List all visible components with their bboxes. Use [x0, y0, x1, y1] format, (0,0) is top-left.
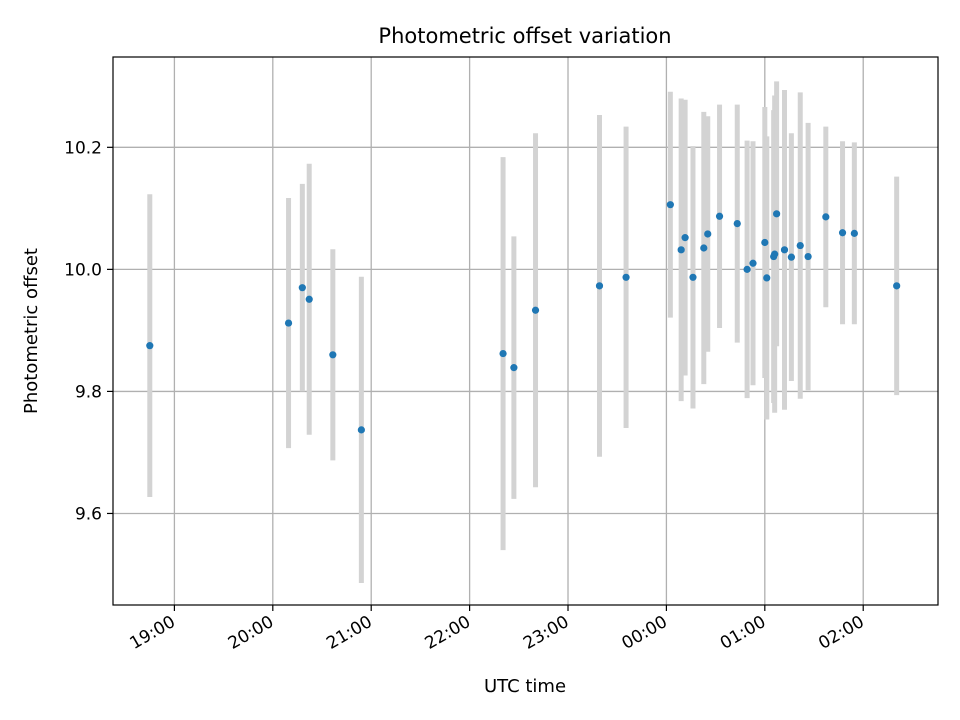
data-point — [893, 282, 901, 290]
data-point — [357, 426, 365, 434]
data-point — [771, 250, 779, 258]
y-axis-label: Photometric offset — [21, 248, 42, 414]
data-point — [733, 219, 741, 228]
data-point — [666, 201, 674, 209]
data-point — [284, 319, 293, 327]
plot-frame — [112, 56, 939, 606]
y-tick-label: 9.6 — [75, 504, 102, 524]
data-point — [298, 284, 306, 292]
data-point — [715, 212, 724, 220]
data-point — [510, 364, 518, 372]
data-point — [700, 244, 708, 252]
data-point — [704, 230, 712, 238]
data-point — [796, 241, 804, 250]
data-point — [329, 351, 337, 359]
data-point — [531, 306, 540, 314]
data-point — [763, 274, 771, 282]
data-point — [146, 342, 154, 350]
y-tick-label: 10.2 — [64, 138, 102, 158]
y-tick-label: 10.0 — [64, 260, 102, 280]
data-point — [749, 259, 757, 267]
data-point — [622, 273, 630, 281]
data-point — [838, 229, 847, 237]
data-point — [677, 246, 685, 254]
data-point — [804, 252, 812, 261]
data-point — [773, 210, 781, 218]
data-point — [787, 253, 795, 261]
data-point — [850, 229, 858, 237]
data-points — [146, 201, 901, 434]
data-point — [499, 349, 507, 358]
chart-title: Photometric offset variation — [378, 24, 671, 48]
y-tick-label: 9.8 — [75, 382, 102, 402]
x-axis-label: UTC time — [484, 676, 566, 697]
data-point — [595, 282, 604, 290]
data-point — [761, 238, 769, 247]
data-point — [681, 234, 689, 242]
data-point — [305, 295, 313, 303]
axis-ticks: 19:00 20:00 21:00 22:00 23:00 00:00 01:00 02:00… — [64, 138, 868, 654]
data-point — [822, 213, 830, 221]
data-point — [743, 265, 751, 273]
data-point — [689, 273, 697, 281]
data-point — [780, 246, 789, 254]
